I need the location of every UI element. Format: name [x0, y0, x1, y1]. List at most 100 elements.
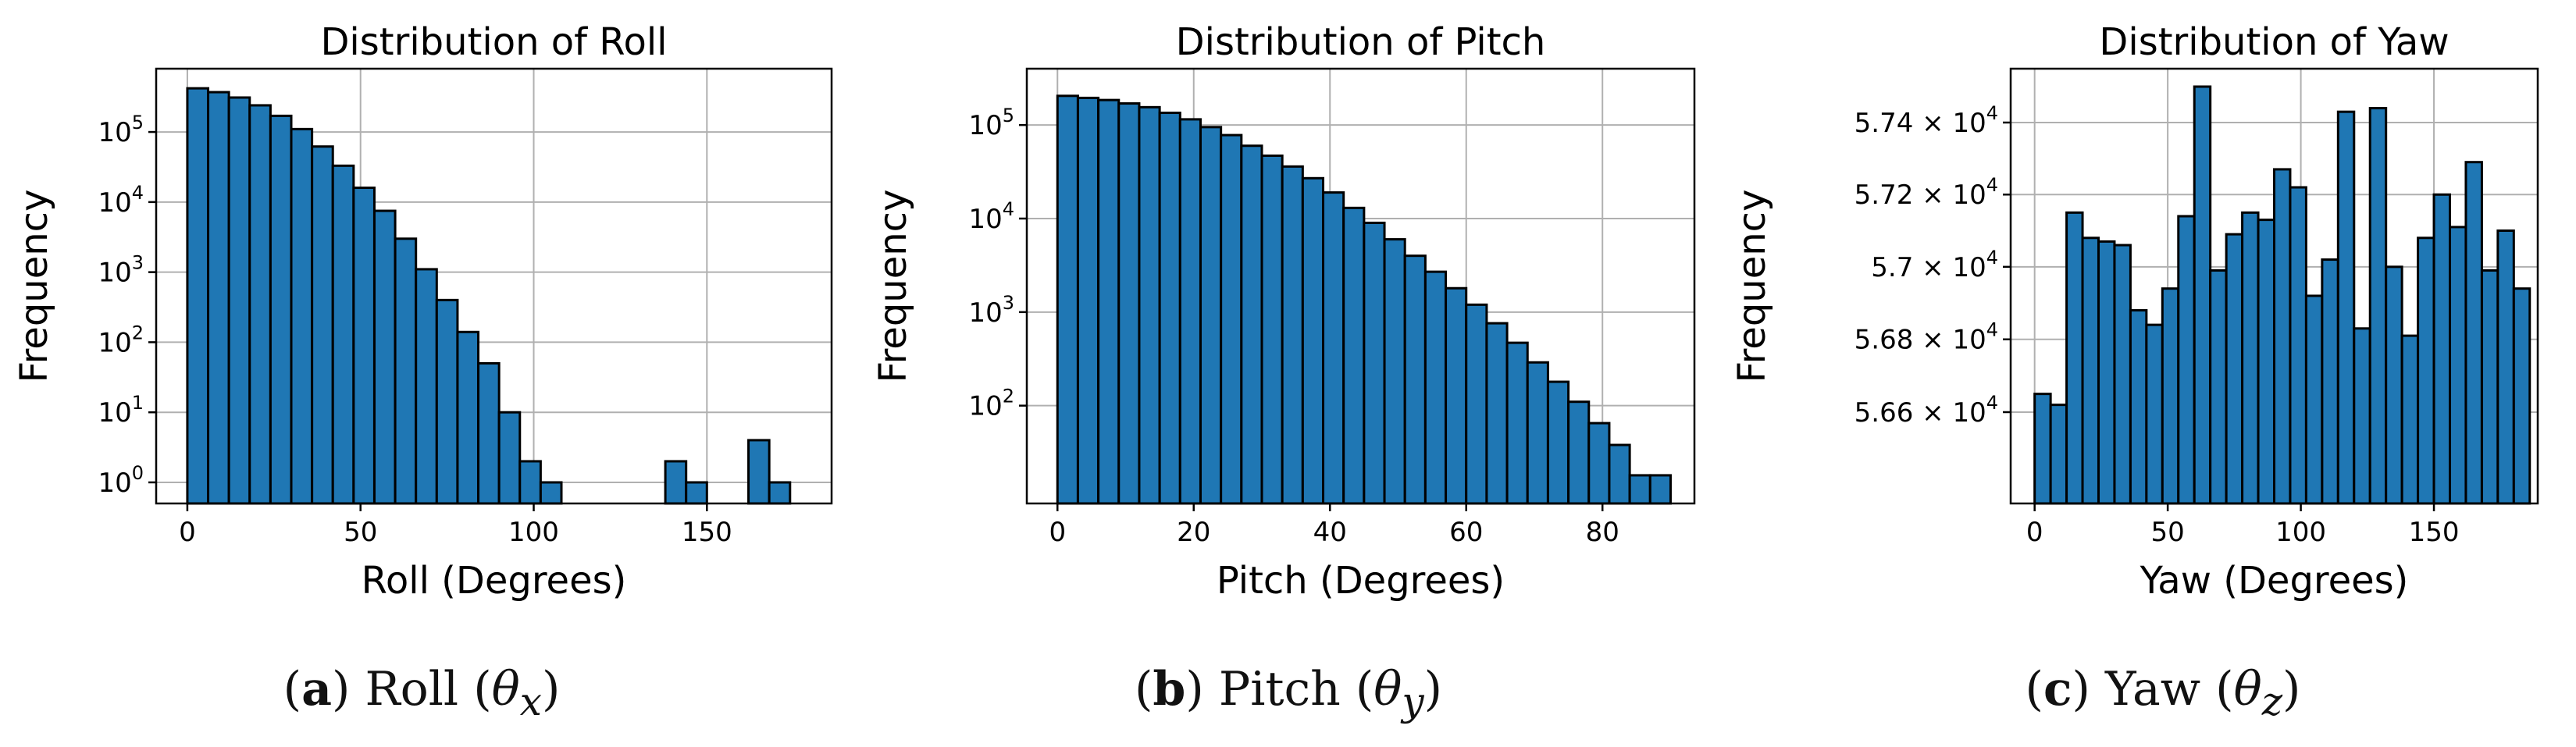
y-tick-label: 102	[98, 322, 144, 358]
axes-frame	[1025, 67, 1696, 505]
caption-yaw: (c) Yaw (θz)	[2025, 662, 2301, 724]
axes-frame	[155, 67, 833, 505]
histogram-bar	[1097, 98, 1121, 505]
histogram-bar	[2049, 404, 2068, 505]
histogram-bar	[186, 87, 210, 505]
histogram-bar	[2177, 215, 2196, 505]
y-axis-label: Frequency	[871, 190, 915, 383]
histogram-bar	[1363, 221, 1386, 505]
histogram-bar	[1546, 380, 1570, 505]
histogram-bar	[1403, 254, 1427, 505]
histogram-bar	[311, 145, 334, 505]
x-tick-label: 0	[179, 517, 196, 548]
x-axis-label: Roll (Degrees)	[362, 559, 627, 603]
histogram-bar	[1485, 322, 1509, 505]
y-tick-label: 5.66 × 104	[1855, 392, 1998, 429]
histogram-bar	[1220, 133, 1243, 505]
x-tick-label: 0	[2026, 517, 2043, 548]
roll-histogram: 0 50 100 150 100 101 102 103 104 105 Distribution …	[12, 20, 833, 603]
histogram-bar	[1505, 341, 1529, 505]
chart-title: Distribution of Pitch	[1176, 20, 1546, 64]
histogram-bar	[2081, 237, 2100, 505]
histogram-bar	[435, 298, 459, 505]
histogram-bar	[2273, 168, 2292, 505]
histogram-bar	[269, 114, 293, 505]
bars	[186, 87, 792, 505]
histogram-bar	[747, 439, 771, 505]
histogram-bar	[2129, 309, 2148, 505]
y-tick-label: 102	[968, 386, 1014, 422]
x-tick-label: 100	[508, 517, 559, 548]
histogram-bar	[2145, 323, 2164, 505]
histogram-bar	[2097, 240, 2116, 505]
roll-panel: 0 50 100 150 100 101 102 103 104 105 Distribution …	[0, 0, 859, 624]
y-tick-label: 105	[968, 105, 1014, 141]
x-tick-label: 150	[2409, 517, 2460, 548]
x-tick-label: 60	[1449, 517, 1483, 548]
histogram-bar	[2480, 269, 2499, 505]
histogram-bar	[1260, 154, 1284, 505]
histogram-bar	[1526, 361, 1549, 505]
histogram-bar	[352, 187, 376, 505]
histogram-bar	[1648, 474, 1672, 505]
y-tick-label: 5.7 × 104	[1871, 247, 1998, 283]
y-tick-label: 5.72 × 104	[1855, 174, 1998, 211]
histogram-bar	[1138, 105, 1161, 505]
histogram-bar	[1056, 94, 1079, 505]
histogram-bar	[768, 481, 792, 505]
histogram-bar	[1628, 474, 1651, 505]
histogram-bar	[1383, 238, 1406, 505]
caption-roll: (a) Roll (θx)	[283, 662, 561, 724]
x-tick-label: 50	[344, 517, 377, 548]
y-tick-label: 5.68 × 104	[1855, 319, 1998, 356]
y-tick-label: 103	[968, 292, 1014, 329]
histogram-bar	[1465, 303, 1488, 505]
histogram-bar	[2033, 393, 2052, 505]
histogram-bar	[1587, 422, 1611, 505]
histogram-bar	[456, 330, 480, 505]
chart-title: Distribution of Roll	[320, 20, 667, 64]
histogram-bar	[1199, 126, 1223, 505]
x-tick-label: 40	[1313, 517, 1347, 548]
x-tick-label: 150	[682, 517, 732, 548]
x-tick-label: 80	[1586, 517, 1619, 548]
histogram-bar	[497, 411, 522, 505]
histogram-bar	[2209, 269, 2228, 505]
x-axis-label: Yaw (Degrees)	[2140, 559, 2409, 603]
histogram-bar	[1240, 144, 1263, 505]
histogram-bar	[1281, 165, 1304, 505]
histogram-bar	[415, 268, 438, 505]
histogram-bar	[2225, 233, 2244, 505]
y-tick-label: 103	[98, 252, 144, 289]
histogram-bar	[1342, 206, 1366, 505]
y-tick-label: 104	[98, 182, 144, 219]
histogram-bar	[1158, 112, 1181, 505]
yaw-histogram: 0 50 100 150 5.66 × 104 5.68 × 104 5.7 × 104 5.…	[1730, 20, 2539, 603]
chart-title: Distribution of Yaw	[2099, 20, 2449, 64]
histogram-bar	[1322, 191, 1345, 505]
x-tick-label: 50	[2151, 517, 2185, 548]
histogram-bar	[539, 481, 563, 505]
histogram-bar	[2400, 334, 2420, 505]
histogram-bar	[2353, 327, 2371, 505]
yaw-panel: 0 50 100 150 5.66 × 104 5.68 × 104 5.7 × 104 5.…	[1718, 0, 2576, 624]
histogram-bar	[2496, 229, 2515, 505]
histogram-bar	[1117, 102, 1141, 505]
histogram-bar	[2464, 161, 2483, 505]
histogram-bar	[518, 460, 542, 505]
histogram-bar	[2368, 107, 2388, 505]
x-tick-label: 100	[2275, 517, 2326, 548]
histogram-bar	[2449, 226, 2467, 505]
histogram-bar	[2512, 287, 2531, 505]
histogram-bar	[1608, 443, 1631, 505]
histogram-bar	[2241, 211, 2260, 505]
pitch-panel: 0 20 40 60 80 102 103 104 105 Distribution of Pit…	[859, 0, 1718, 624]
histogram-bar	[1567, 400, 1591, 505]
histogram-bar	[1076, 96, 1100, 505]
y-axis-label: Frequency	[1730, 190, 1774, 383]
x-axis-label: Pitch (Degrees)	[1217, 559, 1505, 603]
histogram-bar	[2385, 265, 2403, 505]
histogram-bar	[685, 481, 708, 505]
y-tick-label: 100	[98, 462, 144, 499]
histogram-bar	[207, 91, 230, 505]
